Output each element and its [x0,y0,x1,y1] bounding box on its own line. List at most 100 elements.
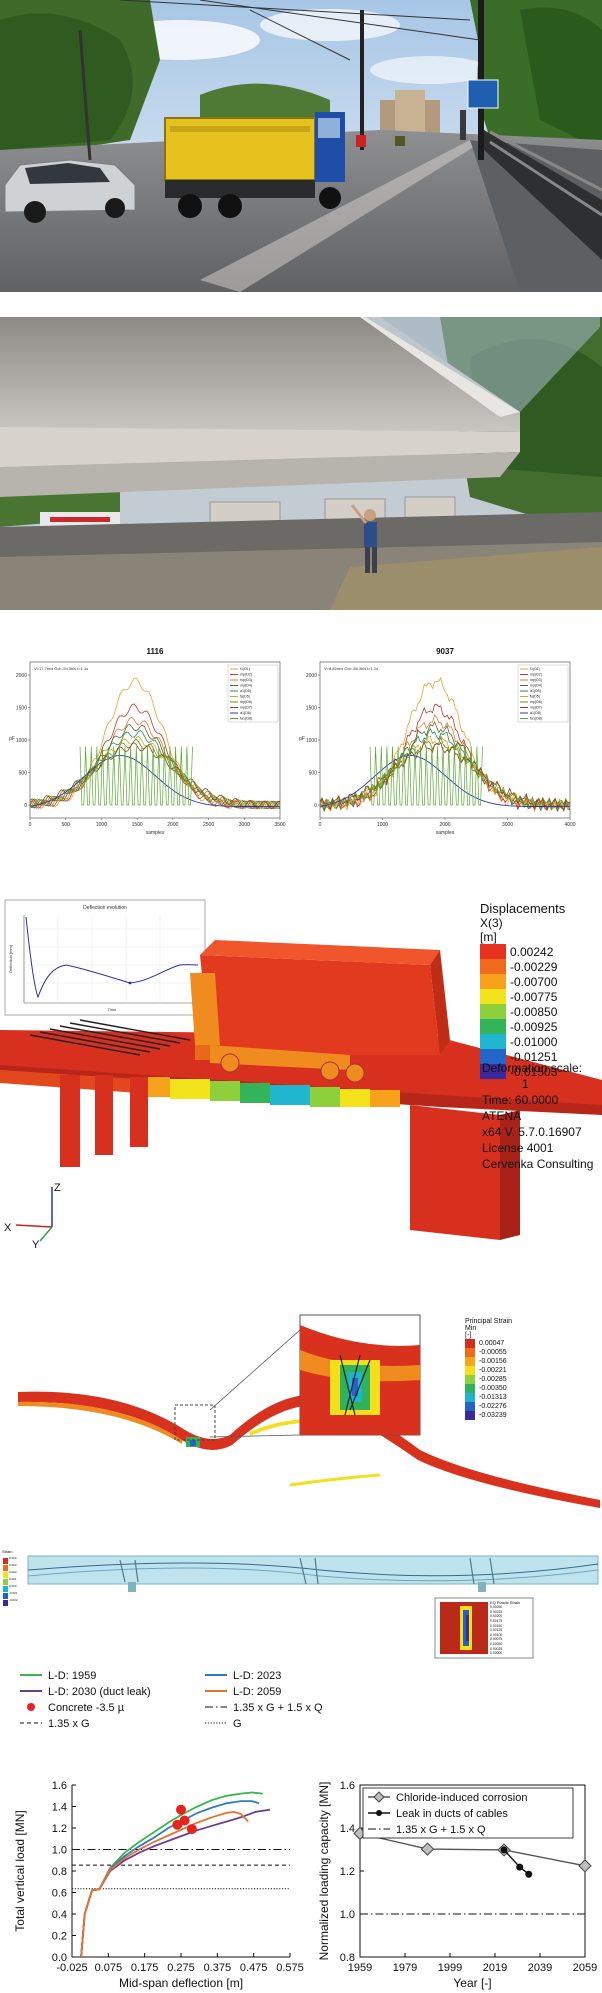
xtick-label: 2000 [167,822,178,828]
legend-label: Leak in ducts of cables [396,1808,508,1820]
legend-value: 0.00125 [490,1628,503,1633]
ytick-label: 0.2 [52,1931,67,1943]
sensor-ylabel: pF [9,736,15,742]
xtick-label: 0.175 [131,1962,159,1974]
legend-value: 0.00242 [510,944,554,959]
legend-label: L-D: 2059 [233,1686,281,1698]
fem-info-line: ATENA [482,1109,522,1123]
legend-value: -0.03239 [479,1412,507,1419]
legend-value: -0.00775 [510,989,558,1004]
small-legend-title: Strain [2,1549,13,1554]
xtick-label: 2500 [203,822,214,828]
legend-swatch [465,1339,475,1348]
ytick-label: 0 [24,803,27,809]
sensor-trace [29,755,280,807]
legend-swatch [480,1034,506,1049]
legend-value: -0.002 [9,1598,18,1602]
legend-label: L-D: 2030 (duct leak) [48,1686,151,1698]
concrete-point [172,1819,183,1830]
legend-row: -0.00700 [480,974,602,989]
ytick-label: 1000 [306,738,317,744]
legend-swatch [465,1375,475,1384]
fem-info-line: Deformation scale: [482,1061,583,1075]
strain-legend-rows: 0.00047 -0.00055 -0.00156 -0.00221 -0.00285 -… [465,1339,585,1420]
ytick-label: 1.6 [340,1780,355,1792]
legend-row: 0.00100 [490,1633,532,1638]
inset-legend-rows: 0.00250 0.00225 0.00200 0.00175 0.00150 0.001… [490,1605,532,1656]
xtick-label: 0.575 [276,1962,304,1974]
sensor-legend-label: a1(D8) [530,711,541,715]
sensor-xlabel: samples [146,830,165,836]
fem-truck-panel: Deflection evolution Deflection [mm] Tim… [0,895,602,1255]
x-axis-label: Year [-] [453,1976,491,1990]
legend-row: -0.02276 [465,1402,585,1411]
legend-diamond [373,1791,385,1803]
legend-row: 0.001 [9,1576,24,1583]
legend-swatch [480,974,506,989]
fem-info-block: Deformation scale: 1 Time: 60.0000 ATENA x64… [482,1060,602,1172]
axis-z-label: Z [54,1182,61,1194]
ytick-label: 0.8 [52,1866,67,1878]
legend-label: L-D: 1959 [48,1670,96,1682]
legend-value: -0.00055 [479,1349,507,1356]
ytick-label: 1.2 [340,1866,355,1878]
series-line [80,1800,260,1958]
deck-deflection-band [130,1077,400,1107]
xtick-label: 0.075 [95,1962,123,1974]
legend-row: -0.00350 [465,1384,585,1393]
xtick-label: 3000 [239,822,250,828]
silver-car [4,159,136,223]
x-axis-label: Mid-span deflection [m] [119,1976,243,1990]
legend-label: G [233,1718,242,1730]
sensor-plot: 9037 V=8.82m/s Gd=-86.3kN t=1.1s 0 500 1000 1… [299,647,576,836]
xtick-label: 0 [29,822,32,828]
legend-row: 0.00000 [490,1651,532,1656]
legend-value: -0.00700 [510,974,558,989]
legend-rows: 0.00242 -0.00229 -0.00700 -0.00775 -0.00850-… [480,944,602,1079]
legend-sub2: [m] [480,930,497,944]
legend-value: -0.01251 [510,1049,558,1064]
legend-row: 0.00200 [490,1614,532,1619]
y-axis-label: Normalized loading capacity [MN] [317,1782,331,1961]
xtick-label: 1959 [348,1962,372,1974]
deflection-inset: Deflection evolution Deflection [mm] Tim… [4,899,206,1016]
legend-row: 0.00150 [490,1623,532,1628]
legend-swatch [465,1402,475,1411]
circle-marker [525,1870,533,1878]
sensor-legend-label: mp(D4) [240,684,252,688]
xtick-label: 1000 [377,822,388,828]
sensor-legend-label: mp(D3) [240,678,252,682]
legend-row: 0.00250 [490,1605,532,1610]
sensor-trace [29,730,280,809]
legend-swatch [480,959,506,974]
xtick-label: 1979 [393,1962,417,1974]
sensor-legend-label: mp(D6) [240,700,252,704]
sensor-plot-info: V=8.82m/s Gd=-86.3kN t=1.1s [324,666,378,671]
legend-row: 0.00050 [490,1642,532,1647]
truck-box-model [190,940,450,1083]
legend-row: -0.01313 [465,1393,585,1402]
small-strain-legend-text: Strain 0.004 0.003 0.002 0.001 0.000 -0.001 -0… [2,1548,24,1604]
legend-value: 0.004 [9,1556,17,1560]
sensor-legend-label: mp(D6) [530,700,542,704]
fem-info-line: License 4001 [482,1141,554,1155]
circle-marker [516,1863,524,1871]
legend-value: 0.00250 [490,1605,503,1610]
legend-row: -0.00055 [465,1348,585,1357]
sensor-legend-label: f1(D1) [240,667,250,671]
legend-row: 0.002 [9,1569,24,1576]
axis-x-label: X [4,1222,12,1234]
legend-row: -0.002 [9,1597,24,1604]
sensor-legend-label: fa(D5) [530,695,540,699]
legend-value: -0.00156 [479,1358,507,1365]
yellow-truck [164,112,345,218]
axis-y-label: Y [32,1239,40,1251]
legend-swatch [465,1366,475,1375]
ytick-label: 0 [314,803,317,809]
sensor-trace [29,742,281,810]
ytick-label: 1.0 [340,1909,355,1921]
legend-label: 1.35 x G + 1.5 x Q [396,1824,486,1836]
strain-legend-sub1: Min [465,1325,477,1332]
legend-row: 0.00025 [490,1646,532,1651]
inset-xlabel: Time [108,1007,118,1012]
